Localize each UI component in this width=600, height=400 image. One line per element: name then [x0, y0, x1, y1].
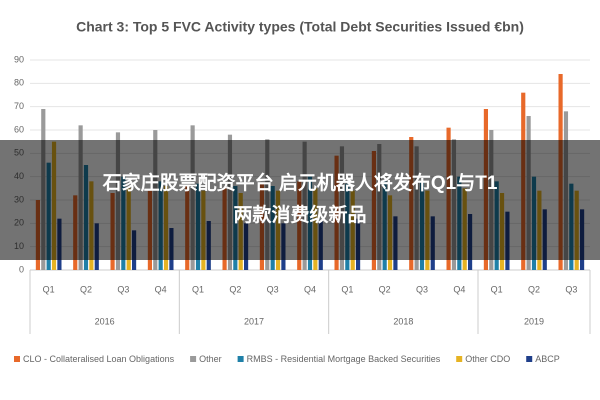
x-tick-label: Q3 — [565, 284, 577, 294]
y-tick-label: 80 — [14, 78, 24, 88]
x-tick-label: Q1 — [43, 284, 55, 294]
x-tick-label: Q4 — [155, 284, 167, 294]
y-tick-label: 60 — [14, 124, 24, 134]
overlay-text: 石家庄股票配资平台 启元机器人将发布Q1与T1 — [102, 171, 498, 194]
x-tick-label: Q3 — [267, 284, 279, 294]
x-tick-label: Q2 — [229, 284, 241, 294]
overlay-band — [0, 140, 600, 260]
x-tick-label: Q2 — [80, 284, 92, 294]
x-tick-label: Q1 — [192, 284, 204, 294]
x-tick-label: Q3 — [117, 284, 129, 294]
legend-swatch — [14, 356, 20, 362]
legend-label: ABCP — [535, 354, 560, 364]
x-group-label: 2018 — [393, 316, 413, 326]
legend-label: Other CDO — [465, 354, 510, 364]
legend-label: CLO - Collateralised Loan Obligations — [23, 354, 175, 364]
legend-swatch — [526, 356, 533, 362]
legend-label: RMBS - Residential Mortgage Backed Secur… — [247, 354, 441, 364]
x-tick-label: Q1 — [491, 284, 503, 294]
x-tick-label: Q3 — [416, 284, 428, 294]
x-tick-label: Q4 — [304, 284, 316, 294]
legend-swatch — [456, 356, 463, 362]
chart-title: Chart 3: Top 5 FVC Activity types (Total… — [76, 19, 524, 35]
x-tick-label: Q2 — [379, 284, 391, 294]
x-tick-label: Q2 — [528, 284, 540, 294]
x-group-label: 2019 — [524, 316, 544, 326]
x-group-label: 2017 — [244, 316, 264, 326]
legend-label: Other — [199, 354, 222, 364]
x-tick-label: Q1 — [341, 284, 353, 294]
y-tick-label: 90 — [14, 54, 24, 64]
y-tick-label: 0 — [19, 264, 24, 274]
legend-swatch — [237, 356, 244, 362]
overlay-text: 两款消费级新品 — [233, 203, 366, 226]
x-tick-label: Q4 — [453, 284, 465, 294]
x-group-label: 2016 — [95, 316, 115, 326]
y-tick-label: 70 — [14, 101, 24, 111]
legend-swatch — [190, 356, 197, 362]
